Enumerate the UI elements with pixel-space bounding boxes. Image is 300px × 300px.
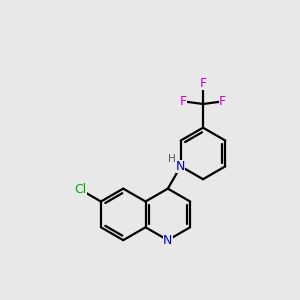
- Text: N: N: [176, 160, 185, 173]
- Text: F: F: [219, 95, 226, 108]
- Text: F: F: [200, 77, 207, 90]
- Text: N: N: [163, 234, 172, 247]
- Text: Cl: Cl: [75, 183, 87, 196]
- Text: H: H: [168, 154, 176, 164]
- Text: F: F: [180, 95, 187, 108]
